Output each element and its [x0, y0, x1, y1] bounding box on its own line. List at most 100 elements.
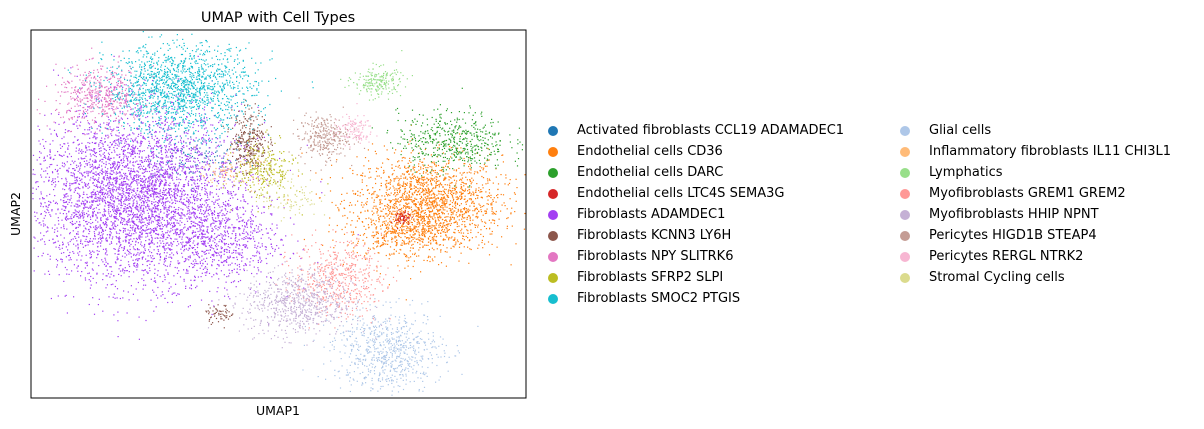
point	[438, 186, 440, 188]
point	[486, 208, 488, 210]
point	[464, 207, 466, 209]
point	[132, 189, 134, 191]
point	[425, 142, 427, 144]
point	[429, 222, 431, 224]
point	[411, 222, 413, 224]
point	[128, 219, 130, 221]
point	[477, 138, 479, 140]
point	[438, 180, 440, 182]
point	[36, 159, 38, 161]
point	[447, 192, 449, 194]
point	[378, 218, 380, 220]
point	[395, 214, 398, 216]
point	[72, 230, 74, 232]
point	[426, 208, 428, 210]
point	[128, 232, 130, 234]
point	[130, 170, 132, 172]
point	[415, 214, 418, 217]
point	[96, 199, 98, 201]
point	[66, 269, 68, 271]
point	[455, 184, 457, 186]
point	[462, 208, 464, 210]
point	[65, 183, 67, 185]
point	[471, 162, 473, 164]
point	[405, 206, 407, 208]
point	[192, 196, 195, 198]
point	[409, 229, 412, 231]
point	[100, 219, 102, 221]
point	[421, 228, 423, 231]
point	[153, 207, 155, 209]
point	[430, 194, 432, 196]
point	[122, 249, 124, 251]
point	[150, 190, 152, 192]
point	[410, 136, 412, 138]
point	[490, 136, 492, 138]
point	[415, 189, 417, 191]
point	[398, 188, 400, 190]
point	[120, 197, 122, 199]
point	[408, 238, 410, 240]
point	[458, 225, 460, 227]
point	[487, 241, 490, 243]
point	[172, 201, 174, 204]
point	[207, 218, 209, 220]
point	[410, 161, 412, 163]
point	[92, 160, 94, 162]
point	[454, 127, 456, 129]
point	[204, 272, 206, 274]
point	[400, 200, 402, 203]
point	[139, 150, 141, 152]
point	[442, 186, 444, 188]
point	[417, 208, 419, 210]
point	[488, 148, 490, 151]
point	[175, 157, 177, 159]
point	[84, 277, 86, 279]
point	[139, 145, 141, 147]
point	[408, 241, 410, 243]
point	[426, 169, 428, 171]
point	[469, 185, 471, 187]
point	[401, 212, 403, 214]
point	[450, 194, 453, 196]
point	[394, 235, 396, 237]
point	[368, 168, 370, 170]
point	[440, 249, 442, 251]
point	[443, 141, 445, 143]
point	[375, 228, 377, 230]
point	[68, 201, 70, 203]
point	[441, 169, 443, 171]
point	[244, 187, 247, 189]
point	[128, 188, 130, 190]
point	[357, 190, 359, 192]
point	[410, 178, 412, 180]
point	[208, 158, 210, 160]
point	[144, 230, 146, 232]
point	[428, 134, 431, 136]
point	[240, 145, 242, 147]
point	[471, 181, 473, 183]
point	[421, 216, 423, 218]
point	[504, 183, 506, 185]
point	[96, 273, 98, 275]
point	[462, 214, 464, 216]
point	[239, 207, 241, 209]
point	[151, 193, 153, 195]
point	[480, 229, 482, 231]
point	[444, 220, 446, 222]
point	[377, 252, 379, 254]
point	[88, 228, 90, 230]
point	[448, 130, 450, 132]
point	[403, 212, 405, 214]
point	[137, 179, 140, 181]
point	[125, 155, 127, 157]
point	[118, 119, 120, 121]
point	[413, 187, 415, 189]
point	[235, 159, 237, 161]
point	[447, 195, 449, 197]
point	[430, 206, 432, 208]
point	[472, 214, 474, 216]
point	[99, 195, 101, 197]
point	[464, 132, 466, 134]
point	[502, 161, 504, 163]
